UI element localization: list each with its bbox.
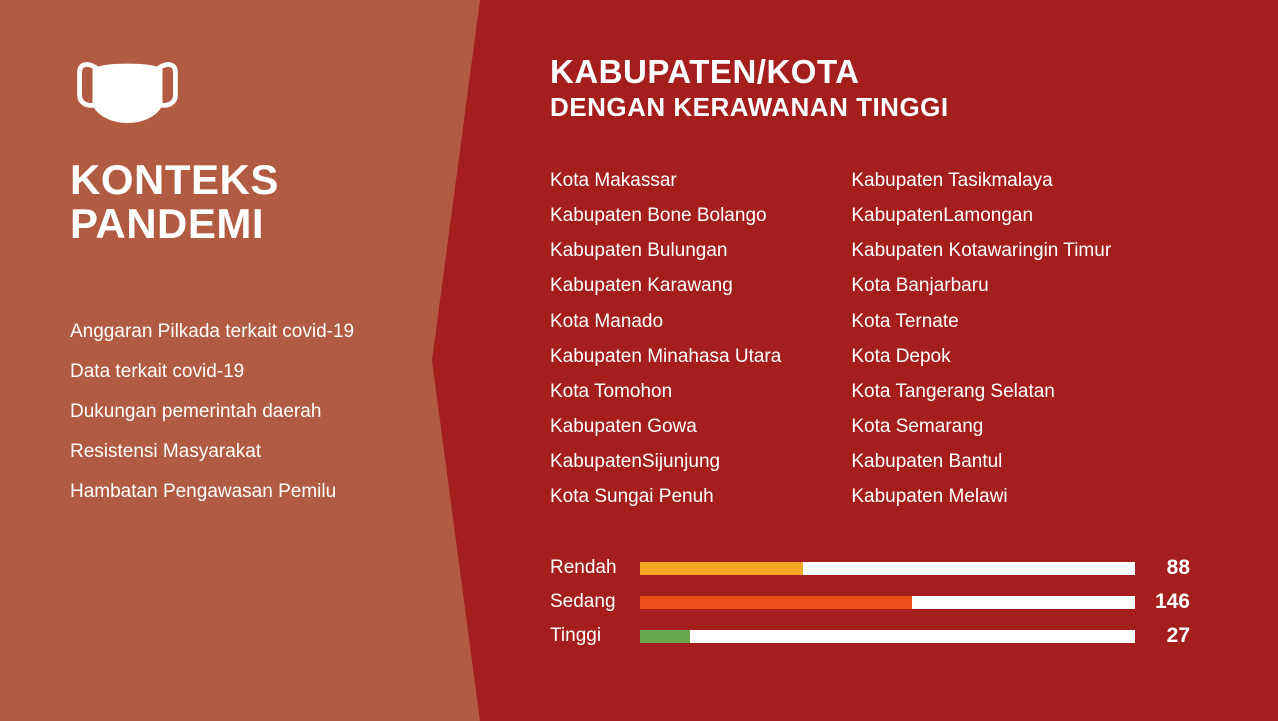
- bar-value: 88: [1135, 556, 1190, 580]
- region-item: Kabupaten Bulungan: [550, 233, 781, 268]
- region-item: Kabupaten Kotawaringin Timur: [851, 233, 1111, 268]
- region-item: Kabupaten Karawang: [550, 268, 781, 303]
- left-items-list: Anggaran Pilkada terkait covid-19 Data t…: [70, 321, 420, 503]
- region-item: Kabupaten Bone Bolango: [550, 198, 781, 233]
- left-item: Anggaran Pilkada terkait covid-19: [70, 321, 420, 343]
- region-item: Kabupaten Bantul: [851, 444, 1111, 479]
- bar-track: [640, 596, 1135, 609]
- mask-icon: [70, 55, 185, 140]
- region-item: Kabupaten Minahasa Utara: [550, 339, 781, 374]
- bar-track: [640, 562, 1135, 575]
- region-item: Kabupaten Tasikmalaya: [851, 163, 1111, 198]
- region-item: Kota Manado: [550, 304, 781, 339]
- bar-row-tinggi: Tinggi 27: [550, 624, 1190, 648]
- region-item: KabupatenSijunjung: [550, 444, 781, 479]
- regions-container: Kota Makassar Kabupaten Bone Bolango Kab…: [550, 163, 1230, 514]
- left-item: Resistensi Masyarakat: [70, 441, 420, 463]
- left-item: Dukungan pemerintah daerah: [70, 401, 420, 423]
- bar-value: 27: [1135, 624, 1190, 648]
- region-item: KabupatenLamongan: [851, 198, 1111, 233]
- region-item: Kota Makassar: [550, 163, 781, 198]
- region-item: Kota Semarang: [851, 409, 1111, 444]
- left-item: Hambatan Pengawasan Pemilu: [70, 481, 420, 503]
- right-title-sub: DENGAN KERAWANAN TINGGI: [550, 92, 1230, 123]
- left-title-line2: PANDEMI: [70, 200, 264, 247]
- region-item: Kota Sungai Penuh: [550, 479, 781, 514]
- bar-label: Sedang: [550, 591, 640, 613]
- region-item: Kota Tomohon: [550, 374, 781, 409]
- bar-track: [640, 630, 1135, 643]
- regions-col1: Kota Makassar Kabupaten Bone Bolango Kab…: [550, 163, 781, 514]
- region-item: Kabupaten Gowa: [550, 409, 781, 444]
- bar-fill: [640, 562, 803, 575]
- bar-fill: [640, 596, 912, 609]
- bar-fill: [640, 630, 690, 643]
- region-item: Kota Banjarbaru: [851, 268, 1111, 303]
- region-item: Kota Depok: [851, 339, 1111, 374]
- region-item: Kota Ternate: [851, 304, 1111, 339]
- bar-row-rendah: Rendah 88: [550, 556, 1190, 580]
- left-panel: KONTEKS PANDEMI Anggaran Pilkada terkait…: [0, 0, 480, 721]
- bar-row-sedang: Sedang 146: [550, 590, 1190, 614]
- region-item: Kota Tangerang Selatan: [851, 374, 1111, 409]
- left-title: KONTEKS PANDEMI: [70, 158, 420, 246]
- bar-label: Tinggi: [550, 625, 640, 647]
- bar-label: Rendah: [550, 557, 640, 579]
- region-item: Kabupaten Melawi: [851, 479, 1111, 514]
- left-title-line1: KONTEKS: [70, 156, 279, 203]
- right-panel: KABUPATEN/KOTA DENGAN KERAWANAN TINGGI K…: [550, 55, 1230, 658]
- left-item: Data terkait covid-19: [70, 361, 420, 383]
- bar-value: 146: [1135, 590, 1190, 614]
- slide: KONTEKS PANDEMI Anggaran Pilkada terkait…: [0, 0, 1278, 721]
- regions-col2: Kabupaten Tasikmalaya KabupatenLamongan …: [851, 163, 1111, 514]
- bars-chart: Rendah 88 Sedang 146 Tinggi 27: [550, 556, 1190, 648]
- right-title-main: KABUPATEN/KOTA: [550, 55, 1230, 88]
